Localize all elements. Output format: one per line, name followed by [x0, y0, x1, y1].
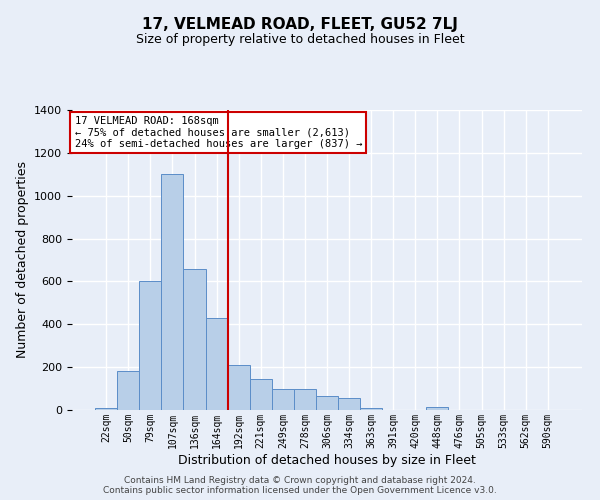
Text: Size of property relative to detached houses in Fleet: Size of property relative to detached ho… — [136, 32, 464, 46]
Bar — [338, 398, 360, 410]
X-axis label: Distribution of detached houses by size in Fleet: Distribution of detached houses by size … — [178, 454, 476, 466]
Bar — [95, 408, 117, 410]
Bar — [117, 372, 139, 410]
Bar — [227, 365, 250, 410]
Bar — [250, 379, 272, 410]
Text: 17 VELMEAD ROAD: 168sqm
← 75% of detached houses are smaller (2,613)
24% of semi: 17 VELMEAD ROAD: 168sqm ← 75% of detache… — [74, 116, 362, 149]
Y-axis label: Number of detached properties: Number of detached properties — [16, 162, 29, 358]
Bar — [360, 408, 382, 410]
Bar — [427, 407, 448, 410]
Bar — [161, 174, 184, 410]
Bar — [206, 318, 227, 410]
Bar — [184, 268, 206, 410]
Bar — [139, 282, 161, 410]
Text: Contains HM Land Registry data © Crown copyright and database right 2024.
Contai: Contains HM Land Registry data © Crown c… — [103, 476, 497, 495]
Bar — [272, 388, 294, 410]
Bar — [316, 396, 338, 410]
Bar — [294, 388, 316, 410]
Text: 17, VELMEAD ROAD, FLEET, GU52 7LJ: 17, VELMEAD ROAD, FLEET, GU52 7LJ — [142, 18, 458, 32]
